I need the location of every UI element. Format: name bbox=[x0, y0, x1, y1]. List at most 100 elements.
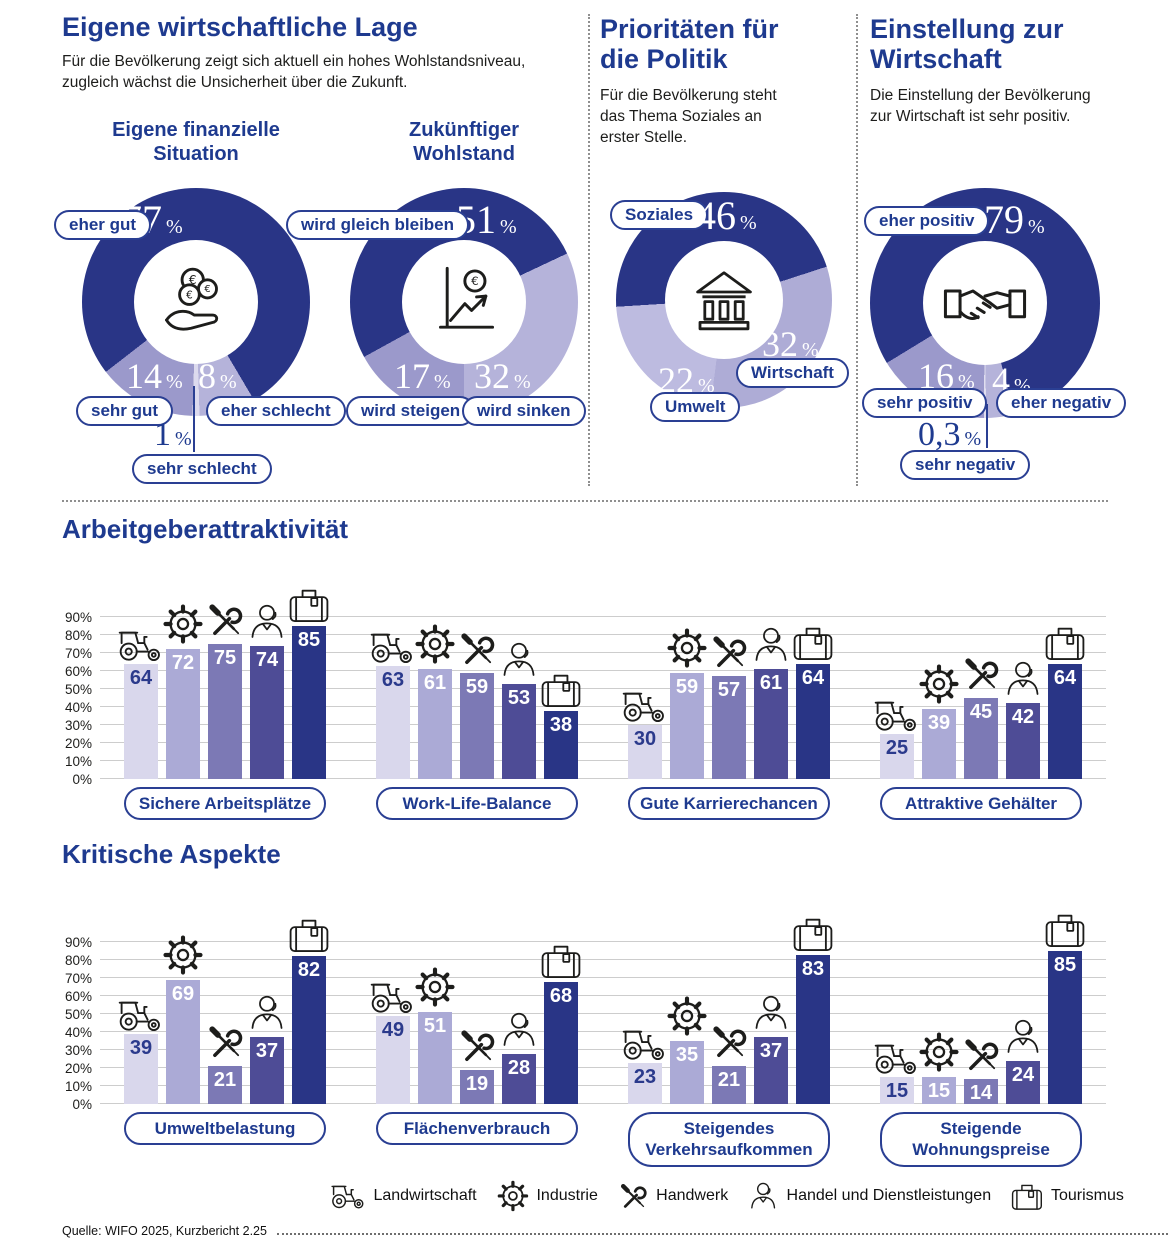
legend-label: Handel und Dienstleistungen bbox=[786, 1186, 992, 1204]
suitcase-icon bbox=[1009, 1181, 1045, 1211]
legend-label: Industrie bbox=[536, 1186, 598, 1204]
gridline bbox=[100, 652, 1106, 653]
segment-value: 32% bbox=[474, 356, 531, 396]
government-building-icon bbox=[684, 260, 764, 340]
category-pill: Attraktive Gehälter bbox=[880, 787, 1082, 821]
segment-value: 8% bbox=[198, 356, 237, 396]
bar-handel-dienstleistungen: 37 bbox=[250, 1037, 284, 1104]
bar-industrie: 35 bbox=[670, 1041, 704, 1104]
bar-column-handwerk: 45 bbox=[964, 652, 998, 779]
donut-einstellung-wirtschaft: eher positiv 79% 16% 4% sehr positiv ehe… bbox=[862, 172, 1127, 494]
y-axis-tick: 50% bbox=[64, 682, 92, 697]
bar-column-tourismus: 83 bbox=[796, 914, 830, 1104]
y-axis-tick: 0% bbox=[72, 1097, 92, 1112]
tractor-icon bbox=[117, 997, 165, 1032]
bar-value: 21 bbox=[717, 1069, 741, 1092]
rising-euro-chart-icon bbox=[422, 260, 506, 344]
suitcase-icon bbox=[538, 670, 584, 709]
bar-column-handwerk: 57 bbox=[712, 630, 746, 779]
gridline bbox=[100, 724, 1106, 725]
y-axis-tick: 40% bbox=[64, 700, 92, 715]
segment-value: 17% bbox=[394, 356, 451, 396]
service-person-icon bbox=[497, 1008, 541, 1052]
service-person-icon bbox=[245, 600, 289, 644]
suitcase-icon bbox=[538, 941, 584, 980]
tractor-icon bbox=[873, 697, 921, 732]
bar-value: 61 bbox=[759, 672, 783, 695]
bar-value: 72 bbox=[171, 652, 195, 675]
bar-group: 63 61 59 53 38 bbox=[376, 621, 578, 779]
bar-value: 75 bbox=[213, 647, 237, 669]
gridline bbox=[100, 634, 1106, 635]
bar-column-industrie: 35 bbox=[670, 993, 704, 1104]
tractor-icon bbox=[621, 688, 669, 723]
source-note: Quelle: WIFO 2025, Kurzbericht 2.25 bbox=[62, 1224, 267, 1238]
bar-value: 85 bbox=[297, 629, 321, 651]
bar-value: 63 bbox=[381, 668, 405, 691]
bar-value: 25 bbox=[885, 737, 909, 759]
bar-value: 57 bbox=[717, 679, 741, 702]
bar-column-handel-dienstleistungen: 37 bbox=[754, 991, 788, 1104]
legend-item: Landwirtschaft bbox=[330, 1182, 477, 1209]
tractor-icon bbox=[369, 979, 417, 1014]
legend-label: Handwerk bbox=[656, 1186, 729, 1204]
section-subtitle-lage: Für die Bevölkerung zeigt sich aktuell e… bbox=[62, 53, 526, 91]
y-axis-tick: 10% bbox=[64, 1079, 92, 1094]
bar-value: 82 bbox=[297, 959, 321, 982]
tools-icon bbox=[455, 627, 499, 671]
bar-column-tourismus: 64 bbox=[796, 623, 830, 779]
bar-landwirtschaft: 30 bbox=[628, 725, 662, 779]
bar-handel-dienstleistungen: 37 bbox=[754, 1037, 788, 1104]
y-axis-tick: 20% bbox=[64, 736, 92, 751]
gridline bbox=[100, 995, 1106, 996]
category-pills: Sichere Arbeitsplätze Work-Life-Balance Gu… bbox=[100, 787, 1106, 821]
gridline bbox=[100, 706, 1106, 707]
bar-chart-arbeitgeberattraktivitaet: 0% 10% 20% 30% 40% 50% 60% 70% 80% 90% 64 72 75 74 85… bbox=[65, 553, 1106, 825]
gear-icon bbox=[664, 993, 710, 1039]
gear-icon bbox=[412, 621, 458, 667]
bar-value: 15 bbox=[885, 1080, 909, 1102]
tools-icon bbox=[707, 630, 751, 674]
y-axis-tick: 70% bbox=[64, 646, 92, 661]
gridline bbox=[100, 1049, 1106, 1050]
top-section: Eigene wirtschaftliche Lage Für die Bevö… bbox=[0, 0, 1170, 500]
bar-value: 83 bbox=[801, 957, 825, 980]
bar-group: 25 39 45 42 64 bbox=[880, 623, 1082, 779]
bar-tourismus: 85 bbox=[1048, 951, 1082, 1104]
bar-landwirtschaft: 64 bbox=[124, 663, 158, 779]
gridline bbox=[100, 778, 1106, 779]
bar-value: 61 bbox=[423, 672, 447, 695]
y-axis-tick: 80% bbox=[64, 628, 92, 643]
bar-value: 85 bbox=[1053, 954, 1077, 976]
horizontal-divider bbox=[62, 500, 1108, 502]
bar-landwirtschaft: 39 bbox=[124, 1033, 158, 1104]
donut-hole bbox=[134, 240, 258, 364]
gear-icon bbox=[916, 1029, 962, 1075]
bar-column-landwirtschaft: 64 bbox=[124, 627, 158, 779]
bar-handel-dienstleistungen: 53 bbox=[502, 683, 536, 779]
bar-tourismus: 38 bbox=[544, 710, 578, 779]
plot-area: 0% 10% 20% 30% 40% 50% 60% 70% 80% 90% bbox=[65, 559, 1106, 787]
bar-column-handwerk: 14 bbox=[964, 1033, 998, 1104]
category-pill: Flächenverbrauch bbox=[376, 1112, 578, 1146]
donut-hole bbox=[923, 241, 1047, 365]
bar-value: 38 bbox=[549, 713, 573, 736]
vertical-divider bbox=[856, 14, 858, 486]
tools-icon bbox=[203, 598, 247, 642]
service-person-icon bbox=[746, 1179, 780, 1213]
bar-column-tourismus: 85 bbox=[292, 585, 326, 779]
bar-group: 39 69 21 37 82 bbox=[124, 915, 326, 1104]
bar-handwerk: 21 bbox=[712, 1066, 746, 1104]
category-pill: Sichere Arbeitsplätze bbox=[124, 787, 326, 821]
donut-title: Zukünftiger Wohlstand bbox=[409, 119, 519, 165]
tractor-icon bbox=[117, 627, 165, 662]
bar-handel-dienstleistungen: 24 bbox=[1006, 1060, 1040, 1104]
suitcase-icon bbox=[1042, 910, 1088, 949]
bar-tourismus: 83 bbox=[796, 954, 830, 1104]
bar-column-industrie: 61 bbox=[418, 621, 452, 779]
gear-icon bbox=[916, 661, 962, 707]
bar-column-handwerk: 21 bbox=[208, 1020, 242, 1104]
gear-icon bbox=[160, 932, 206, 978]
gridline bbox=[100, 688, 1106, 689]
y-axis-tick: 90% bbox=[64, 610, 92, 625]
